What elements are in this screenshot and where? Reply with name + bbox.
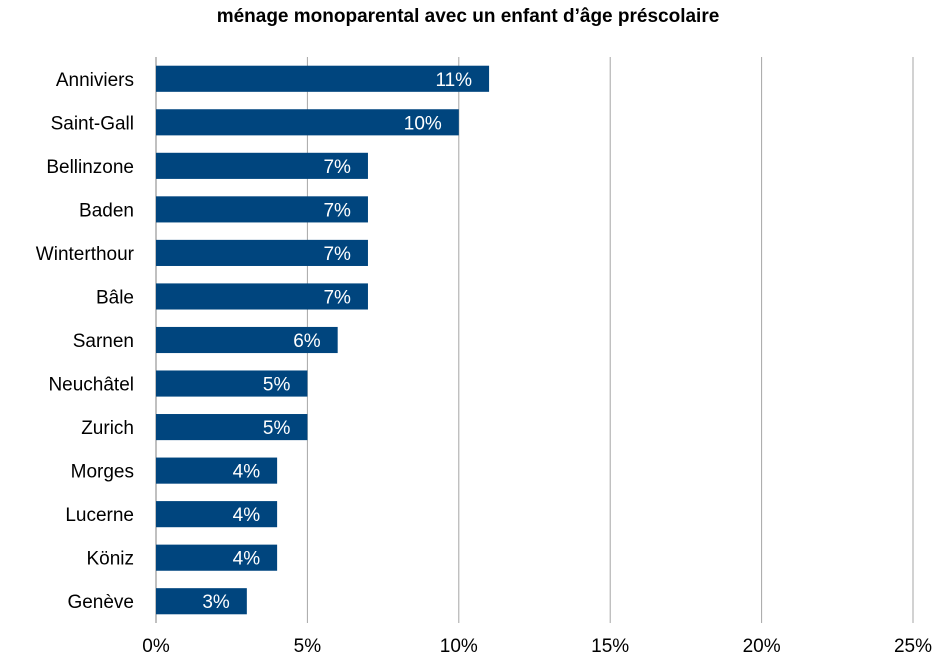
bar-neuchâtel <box>156 370 308 397</box>
category-label: Saint-Gall <box>51 113 134 134</box>
data-label: 7% <box>323 200 351 221</box>
bar-baden <box>156 196 368 223</box>
x-tick-label-5: 5% <box>294 636 322 657</box>
category-label: Bâle <box>96 287 134 308</box>
data-label: 7% <box>323 287 351 308</box>
category-label: Bellinzone <box>46 157 134 178</box>
x-tick-label-20: 20% <box>743 636 781 657</box>
category-label: Köniz <box>86 549 134 570</box>
category-label: Genève <box>67 592 134 613</box>
category-label: Baden <box>79 200 134 221</box>
data-label: 4% <box>233 505 261 526</box>
category-label: Zurich <box>81 418 134 439</box>
data-label: 4% <box>233 549 261 570</box>
data-label: 10% <box>404 113 442 134</box>
labels: 0% 5% 10% 15% 20% 25% Anniviers 11% Saint-Gall 10… <box>36 70 932 657</box>
bar-saint-gall <box>156 109 459 136</box>
bar-anniviers <box>156 65 490 92</box>
data-label: 3% <box>202 592 230 613</box>
x-tick-label-15: 15% <box>591 636 629 657</box>
bar-lucerne <box>156 501 278 528</box>
bar-winterthour <box>156 239 368 266</box>
bar-bellinzone <box>156 152 368 179</box>
bar-genève <box>156 588 247 615</box>
x-tick-label-0: 0% <box>142 636 170 657</box>
bar-sarnen <box>156 326 338 354</box>
x-tick-label-10: 10% <box>440 636 478 657</box>
data-label: 11% <box>435 70 472 91</box>
bar-bâle <box>156 283 368 310</box>
category-label: Morges <box>71 462 134 483</box>
category-label: Lucerne <box>65 505 134 526</box>
data-label: 5% <box>263 418 291 439</box>
data-label: 5% <box>263 375 291 396</box>
data-label: 6% <box>293 331 321 352</box>
bars <box>156 65 490 615</box>
data-label: 7% <box>323 244 351 265</box>
x-tick-label-25: 25% <box>894 636 932 657</box>
category-label: Sarnen <box>73 331 134 352</box>
chart-title: ménage monoparental avec un enfant d’âge… <box>216 6 720 27</box>
category-label: Neuchâtel <box>48 375 134 396</box>
bar-zurich <box>156 414 308 441</box>
bar-morges <box>156 457 278 484</box>
data-label: 7% <box>323 157 351 178</box>
category-label: Winterthour <box>36 244 135 265</box>
data-label: 4% <box>233 462 261 483</box>
bar-köniz <box>156 544 278 571</box>
category-label: Anniviers <box>56 70 134 91</box>
